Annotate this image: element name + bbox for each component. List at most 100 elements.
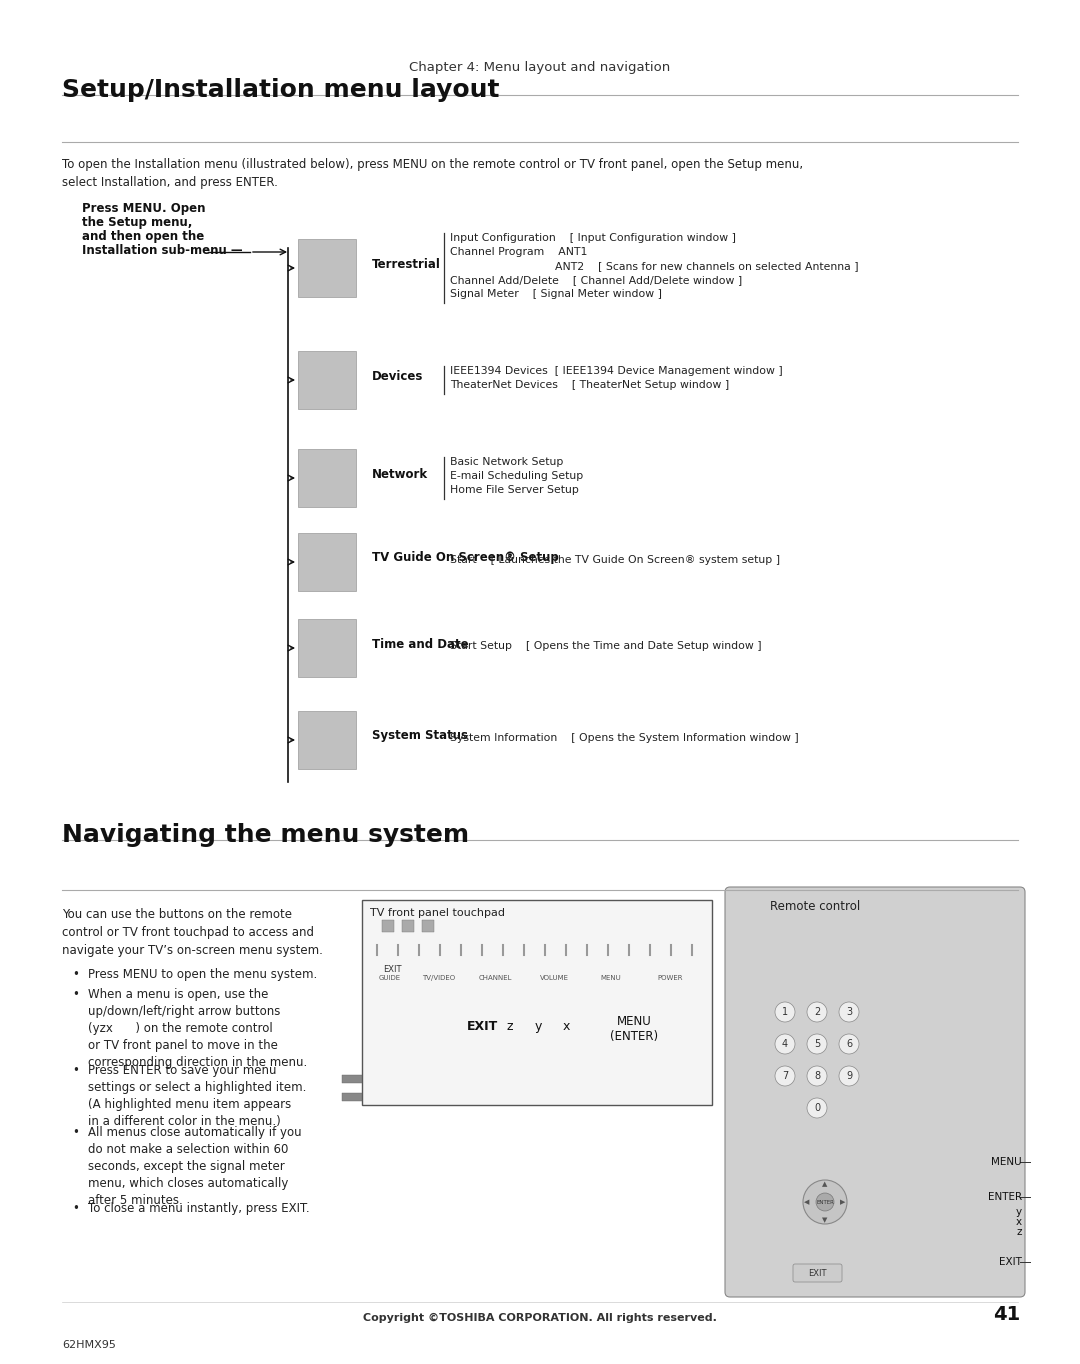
Text: MENU
(ENTER): MENU (ENTER) — [610, 1015, 658, 1043]
Text: Press MENU. Open: Press MENU. Open — [82, 202, 205, 216]
Text: 2: 2 — [814, 1007, 820, 1018]
FancyBboxPatch shape — [793, 1264, 842, 1282]
Text: All menus close automatically if you
do not make a selection within 60
seconds, : All menus close automatically if you do … — [87, 1127, 301, 1207]
Text: EXIT: EXIT — [808, 1269, 826, 1278]
Bar — [422, 919, 434, 932]
Text: When a menu is open, use the
up/down/left/right arrow buttons
(yzx      ) on the: When a menu is open, use the up/down/lef… — [87, 988, 307, 1069]
Text: Channel Program    ANT1: Channel Program ANT1 — [450, 247, 588, 256]
Text: the Setup menu,: the Setup menu, — [82, 216, 192, 229]
Bar — [402, 919, 414, 932]
Text: z: z — [507, 1020, 513, 1033]
Circle shape — [839, 1003, 859, 1022]
Bar — [298, 711, 356, 769]
Text: Terrestrial: Terrestrial — [372, 258, 441, 270]
Text: Press MENU to open the menu system.: Press MENU to open the menu system. — [87, 968, 318, 981]
Text: 3: 3 — [846, 1007, 852, 1018]
Text: Input Configuration    [ Input Configuration window ]: Input Configuration [ Input Configuratio… — [450, 233, 735, 243]
FancyBboxPatch shape — [725, 887, 1025, 1297]
Text: IEEE1394 Devices  [ IEEE1394 Device Management window ]: IEEE1394 Devices [ IEEE1394 Device Manag… — [450, 366, 783, 376]
Text: MENU: MENU — [600, 975, 621, 981]
Text: EXIT: EXIT — [467, 1020, 498, 1033]
Text: ◀: ◀ — [805, 1199, 810, 1204]
Text: 4: 4 — [782, 1039, 788, 1049]
Text: Time and Date: Time and Date — [372, 637, 469, 651]
Text: Devices: Devices — [372, 370, 423, 382]
Circle shape — [807, 1034, 827, 1054]
Bar — [298, 619, 356, 677]
Text: Chapter 4: Menu layout and navigation: Chapter 4: Menu layout and navigation — [409, 61, 671, 75]
Text: To open the Installation menu (illustrated below), press MENU on the remote cont: To open the Installation menu (illustrat… — [62, 158, 804, 190]
Circle shape — [775, 1034, 795, 1054]
Text: POWER: POWER — [658, 975, 683, 981]
Text: Channel Add/Delete    [ Channel Add/Delete window ]: Channel Add/Delete [ Channel Add/Delete … — [450, 276, 742, 285]
Text: 62HMX95: 62HMX95 — [62, 1339, 116, 1350]
Text: ANT2    [ Scans for new channels on selected Antenna ]: ANT2 [ Scans for new channels on selecte… — [450, 261, 859, 271]
Text: Press ENTER to save your menu
settings or select a highlighted item.
(A highligh: Press ENTER to save your menu settings o… — [87, 1064, 307, 1128]
Text: MENU: MENU — [991, 1157, 1022, 1168]
Circle shape — [807, 1067, 827, 1086]
Text: System Status: System Status — [372, 730, 468, 742]
Text: 9: 9 — [846, 1071, 852, 1082]
Bar — [298, 533, 356, 591]
Text: y: y — [535, 1020, 542, 1033]
Text: ▶: ▶ — [840, 1199, 846, 1204]
Text: You can use the buttons on the remote
control or TV front touchpad to access and: You can use the buttons on the remote co… — [62, 908, 323, 958]
Text: ▼: ▼ — [822, 1217, 827, 1224]
Text: TV/VIDEO: TV/VIDEO — [422, 975, 456, 981]
Bar — [382, 919, 394, 932]
Circle shape — [775, 1067, 795, 1086]
Text: ▲: ▲ — [822, 1181, 827, 1187]
Text: 7: 7 — [782, 1071, 788, 1082]
Text: GUIDE: GUIDE — [379, 975, 401, 981]
Text: EXIT: EXIT — [999, 1258, 1022, 1267]
Text: x: x — [1016, 1217, 1022, 1228]
Text: E-mail Scheduling Setup: E-mail Scheduling Setup — [450, 471, 583, 481]
Circle shape — [839, 1067, 859, 1086]
Text: Network: Network — [372, 468, 428, 480]
Circle shape — [839, 1034, 859, 1054]
Circle shape — [807, 1003, 827, 1022]
Text: and then open the: and then open the — [82, 231, 204, 243]
Text: ENTER: ENTER — [988, 1192, 1022, 1202]
Text: Basic Network Setup: Basic Network Setup — [450, 457, 564, 466]
Text: VOLUME: VOLUME — [540, 975, 569, 981]
Text: 0: 0 — [814, 1103, 820, 1113]
Text: 1: 1 — [782, 1007, 788, 1018]
Bar — [342, 1075, 362, 1083]
Bar — [298, 239, 356, 297]
Bar — [342, 1093, 362, 1101]
Circle shape — [816, 1194, 834, 1211]
Text: 6: 6 — [846, 1039, 852, 1049]
Text: x: x — [563, 1020, 569, 1033]
Text: Start Setup    [ Opens the Time and Date Setup window ]: Start Setup [ Opens the Time and Date Se… — [450, 641, 761, 651]
Text: To close a menu instantly, press EXIT.: To close a menu instantly, press EXIT. — [87, 1202, 310, 1215]
Text: Setup/Installation menu layout: Setup/Installation menu layout — [62, 78, 499, 102]
Text: System Information    [ Opens the System Information window ]: System Information [ Opens the System In… — [450, 732, 799, 743]
Text: Home File Server Setup: Home File Server Setup — [450, 486, 579, 495]
Circle shape — [807, 1098, 827, 1118]
Text: CHANNEL: CHANNEL — [478, 975, 512, 981]
Text: Remote control: Remote control — [770, 900, 861, 913]
Text: Navigating the menu system: Navigating the menu system — [62, 822, 469, 847]
Text: EXIT: EXIT — [382, 964, 402, 974]
Text: z: z — [1016, 1228, 1022, 1237]
Bar — [298, 351, 356, 409]
Text: 8: 8 — [814, 1071, 820, 1082]
Text: •: • — [72, 1064, 79, 1078]
Text: Signal Meter    [ Signal Meter window ]: Signal Meter [ Signal Meter window ] — [450, 289, 662, 299]
Text: •: • — [72, 1127, 79, 1139]
Text: •: • — [72, 988, 79, 1001]
Bar — [362, 900, 712, 1105]
Circle shape — [775, 1003, 795, 1022]
Text: Start    [ Launches the TV Guide On Screen® system setup ]: Start [ Launches the TV Guide On Screen®… — [450, 555, 780, 565]
Text: •: • — [72, 1202, 79, 1215]
Text: TheaterNet Devices    [ TheaterNet Setup window ]: TheaterNet Devices [ TheaterNet Setup wi… — [450, 381, 729, 390]
Text: Copyright ©TOSHIBA CORPORATION. All rights reserved.: Copyright ©TOSHIBA CORPORATION. All righ… — [363, 1314, 717, 1323]
Text: TV Guide On Screen® Setup: TV Guide On Screen® Setup — [372, 551, 558, 565]
Text: ENTER: ENTER — [816, 1199, 834, 1204]
Bar — [298, 449, 356, 507]
Text: Installation sub-menu —: Installation sub-menu — — [82, 244, 243, 256]
Circle shape — [804, 1180, 847, 1224]
Text: 41: 41 — [993, 1305, 1020, 1324]
Text: 5: 5 — [814, 1039, 820, 1049]
